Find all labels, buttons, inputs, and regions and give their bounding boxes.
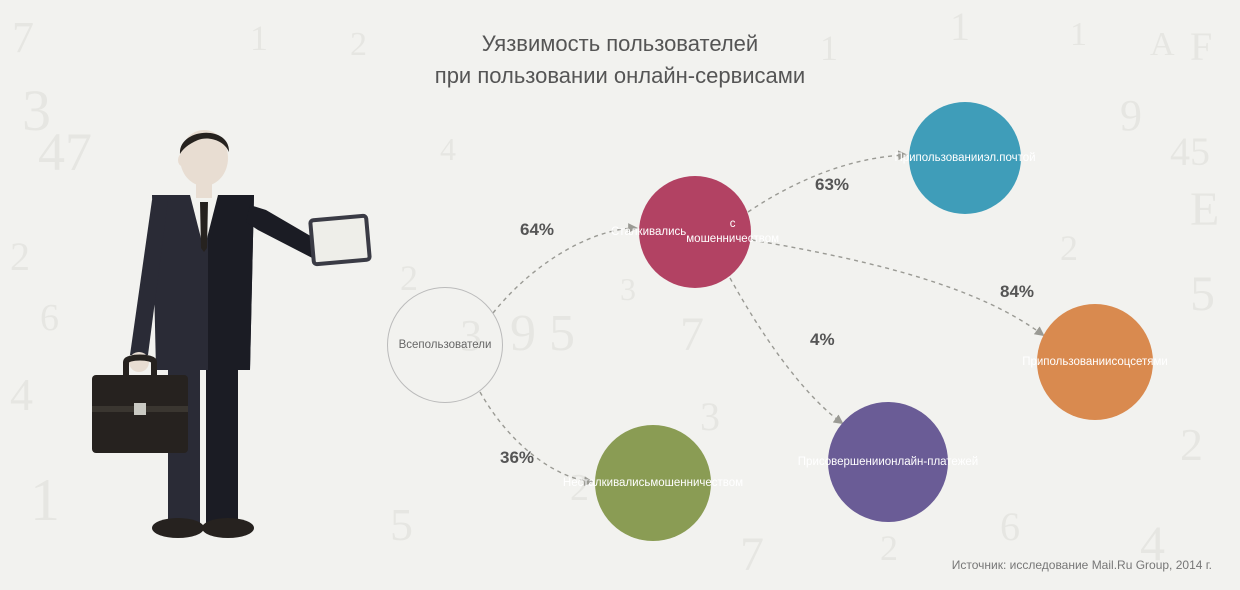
- node-email: Припользованииэл.почтой: [909, 102, 1021, 214]
- node-payments-line4: платежей: [927, 455, 978, 470]
- edge-label-e2: 36%: [500, 448, 534, 468]
- node-payments-line1: При: [798, 455, 819, 470]
- edge-label-e4: 4%: [810, 330, 835, 350]
- node-all: Всепользователи: [387, 287, 503, 403]
- node-social-line3: соцсетями: [1111, 355, 1167, 370]
- node-email-line2: пользовании: [916, 151, 984, 166]
- node-nofraud: Несталкивалисьмошенничеством: [595, 425, 711, 541]
- edge-label-e3: 63%: [815, 175, 849, 195]
- node-social: Припользованиисоцсетями: [1037, 304, 1153, 420]
- node-nofraud-line1: Не: [563, 476, 578, 491]
- node-all-line2: пользователи: [418, 338, 491, 353]
- node-email-line3: эл.почтой: [984, 151, 1036, 166]
- node-fraud: Сталкивалисьс мошенничеством: [639, 176, 751, 288]
- node-social-line2: пользовании: [1043, 355, 1111, 370]
- node-email-line1: При: [894, 151, 915, 166]
- node-nofraud-line2: сталкивались: [578, 476, 651, 491]
- node-fraud-line2: с мошенничеством: [686, 217, 779, 247]
- node-payments-line2: совершении: [819, 455, 885, 470]
- edge-e1: [493, 228, 636, 313]
- source-attribution: Источник: исследование Mail.Ru Group, 20…: [952, 558, 1212, 572]
- edge-e4: [730, 278, 842, 423]
- node-social-line1: При: [1022, 355, 1043, 370]
- infographic-canvas: 73472641124239 5375237111AF9E45522462Уяз…: [0, 0, 1240, 590]
- node-payments-line3: онлайн-: [885, 455, 927, 470]
- edge-e2: [480, 392, 592, 482]
- node-nofraud-line3: мошенничеством: [650, 476, 743, 491]
- edge-label-e5: 84%: [1000, 282, 1034, 302]
- node-all-line1: Все: [399, 338, 419, 353]
- edge-label-e1: 64%: [520, 220, 554, 240]
- node-fraud-line1: Сталкивались: [611, 225, 686, 240]
- node-payments: Присовершениионлайн-платежей: [828, 402, 948, 522]
